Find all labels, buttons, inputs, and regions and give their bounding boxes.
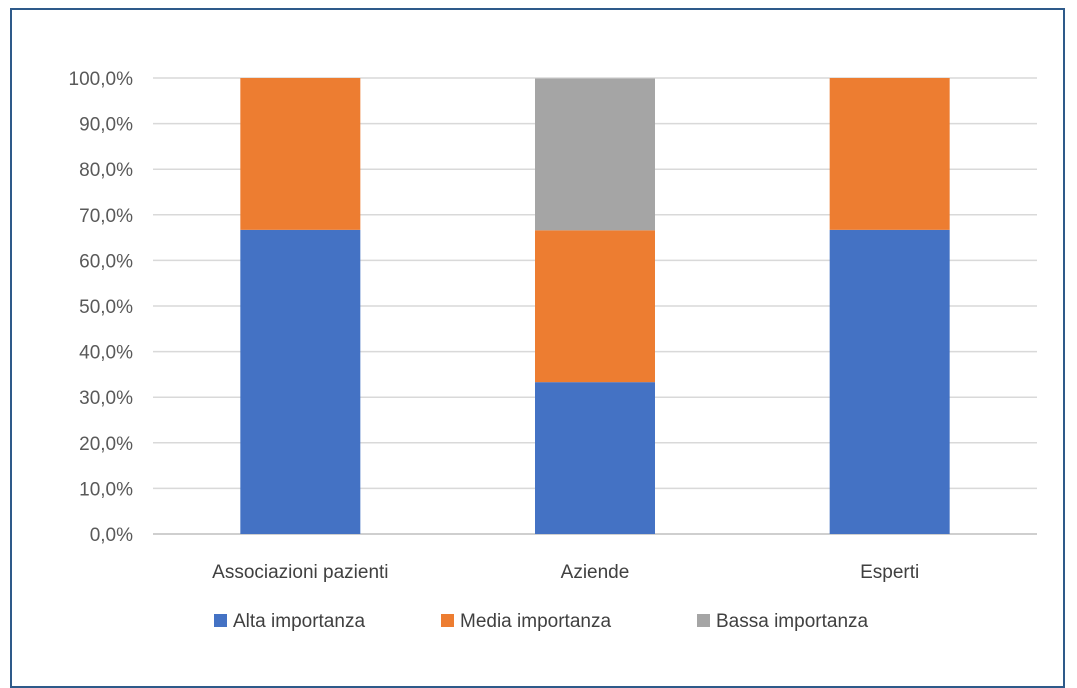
y-tick-label: 50,0% [79,297,133,318]
bar-segment [829,229,950,534]
legend-swatch [441,614,454,627]
legend-label: Bassa importanza [716,611,869,632]
legend: Alta importanza Media importanza Bassa imp… [214,611,869,632]
legend-swatch [214,614,227,627]
bar-segment [829,78,950,230]
x-category-label: Associazioni pazienti [212,562,388,583]
y-axis: 0,0% 10,0% 20,0% 30,0% 40,0% 50,0% 60,0% 70,0% 8… [69,69,134,546]
bar-segment [535,230,655,383]
bar-segment [240,229,361,534]
y-tick-label: 60,0% [79,251,133,272]
legend-swatch [697,614,710,627]
legend-label: Media importanza [460,611,611,632]
x-axis: Associazioni pazienti Aziende Esperti [212,562,919,583]
y-tick-label: 10,0% [79,479,133,500]
y-tick-label: 70,0% [79,206,133,227]
y-tick-label: 90,0% [79,115,133,136]
bar-segment [240,78,361,230]
x-category-label: Aziende [561,562,630,583]
y-tick-label: 40,0% [79,343,133,364]
bar-segment [535,382,655,534]
y-tick-label: 0,0% [90,525,133,546]
y-tick-label: 20,0% [79,434,133,455]
bars [240,78,950,534]
y-tick-label: 80,0% [79,160,133,181]
y-tick-label: 30,0% [79,388,133,409]
legend-label: Alta importanza [233,611,365,632]
x-category-label: Esperti [860,562,919,583]
y-tick-label: 100,0% [69,69,134,90]
bar-segment [535,78,655,231]
